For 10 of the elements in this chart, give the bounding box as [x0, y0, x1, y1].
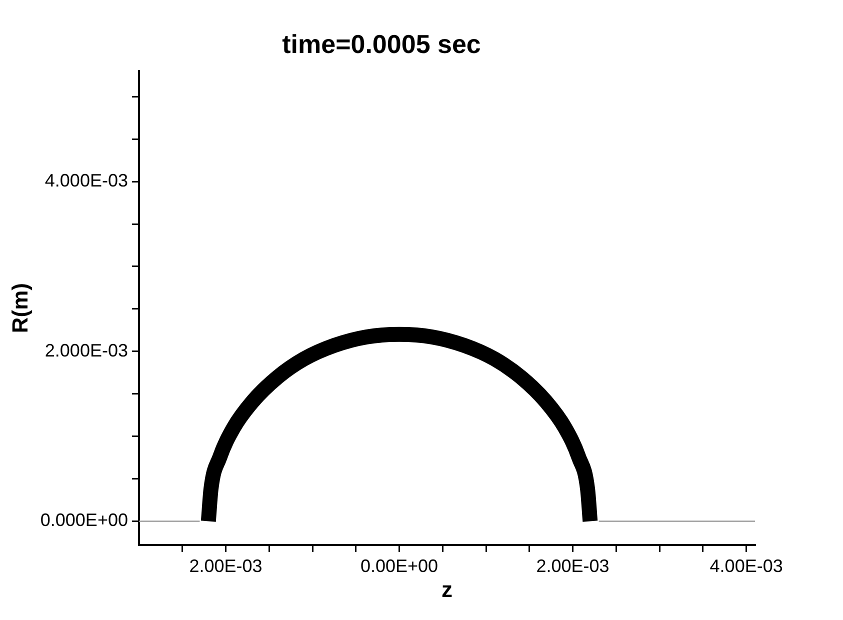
x-tick-label: 2.00E-03 [536, 556, 610, 576]
x-axis-title: z [441, 576, 452, 602]
x-tick-label: 2.00E-03 [189, 556, 262, 576]
x-tick-label: 0.00E+00 [360, 556, 438, 576]
y-axis-title: R(m) [7, 283, 32, 334]
chart-title: time=0.0005 sec [282, 28, 481, 59]
y-tick-label: 0.000E+00 [40, 510, 128, 530]
x-tick-label: 4.00E-03 [710, 556, 783, 576]
y-tick-label: 4.000E-03 [44, 170, 128, 191]
y-tick-label: 2.000E-03 [44, 340, 128, 360]
